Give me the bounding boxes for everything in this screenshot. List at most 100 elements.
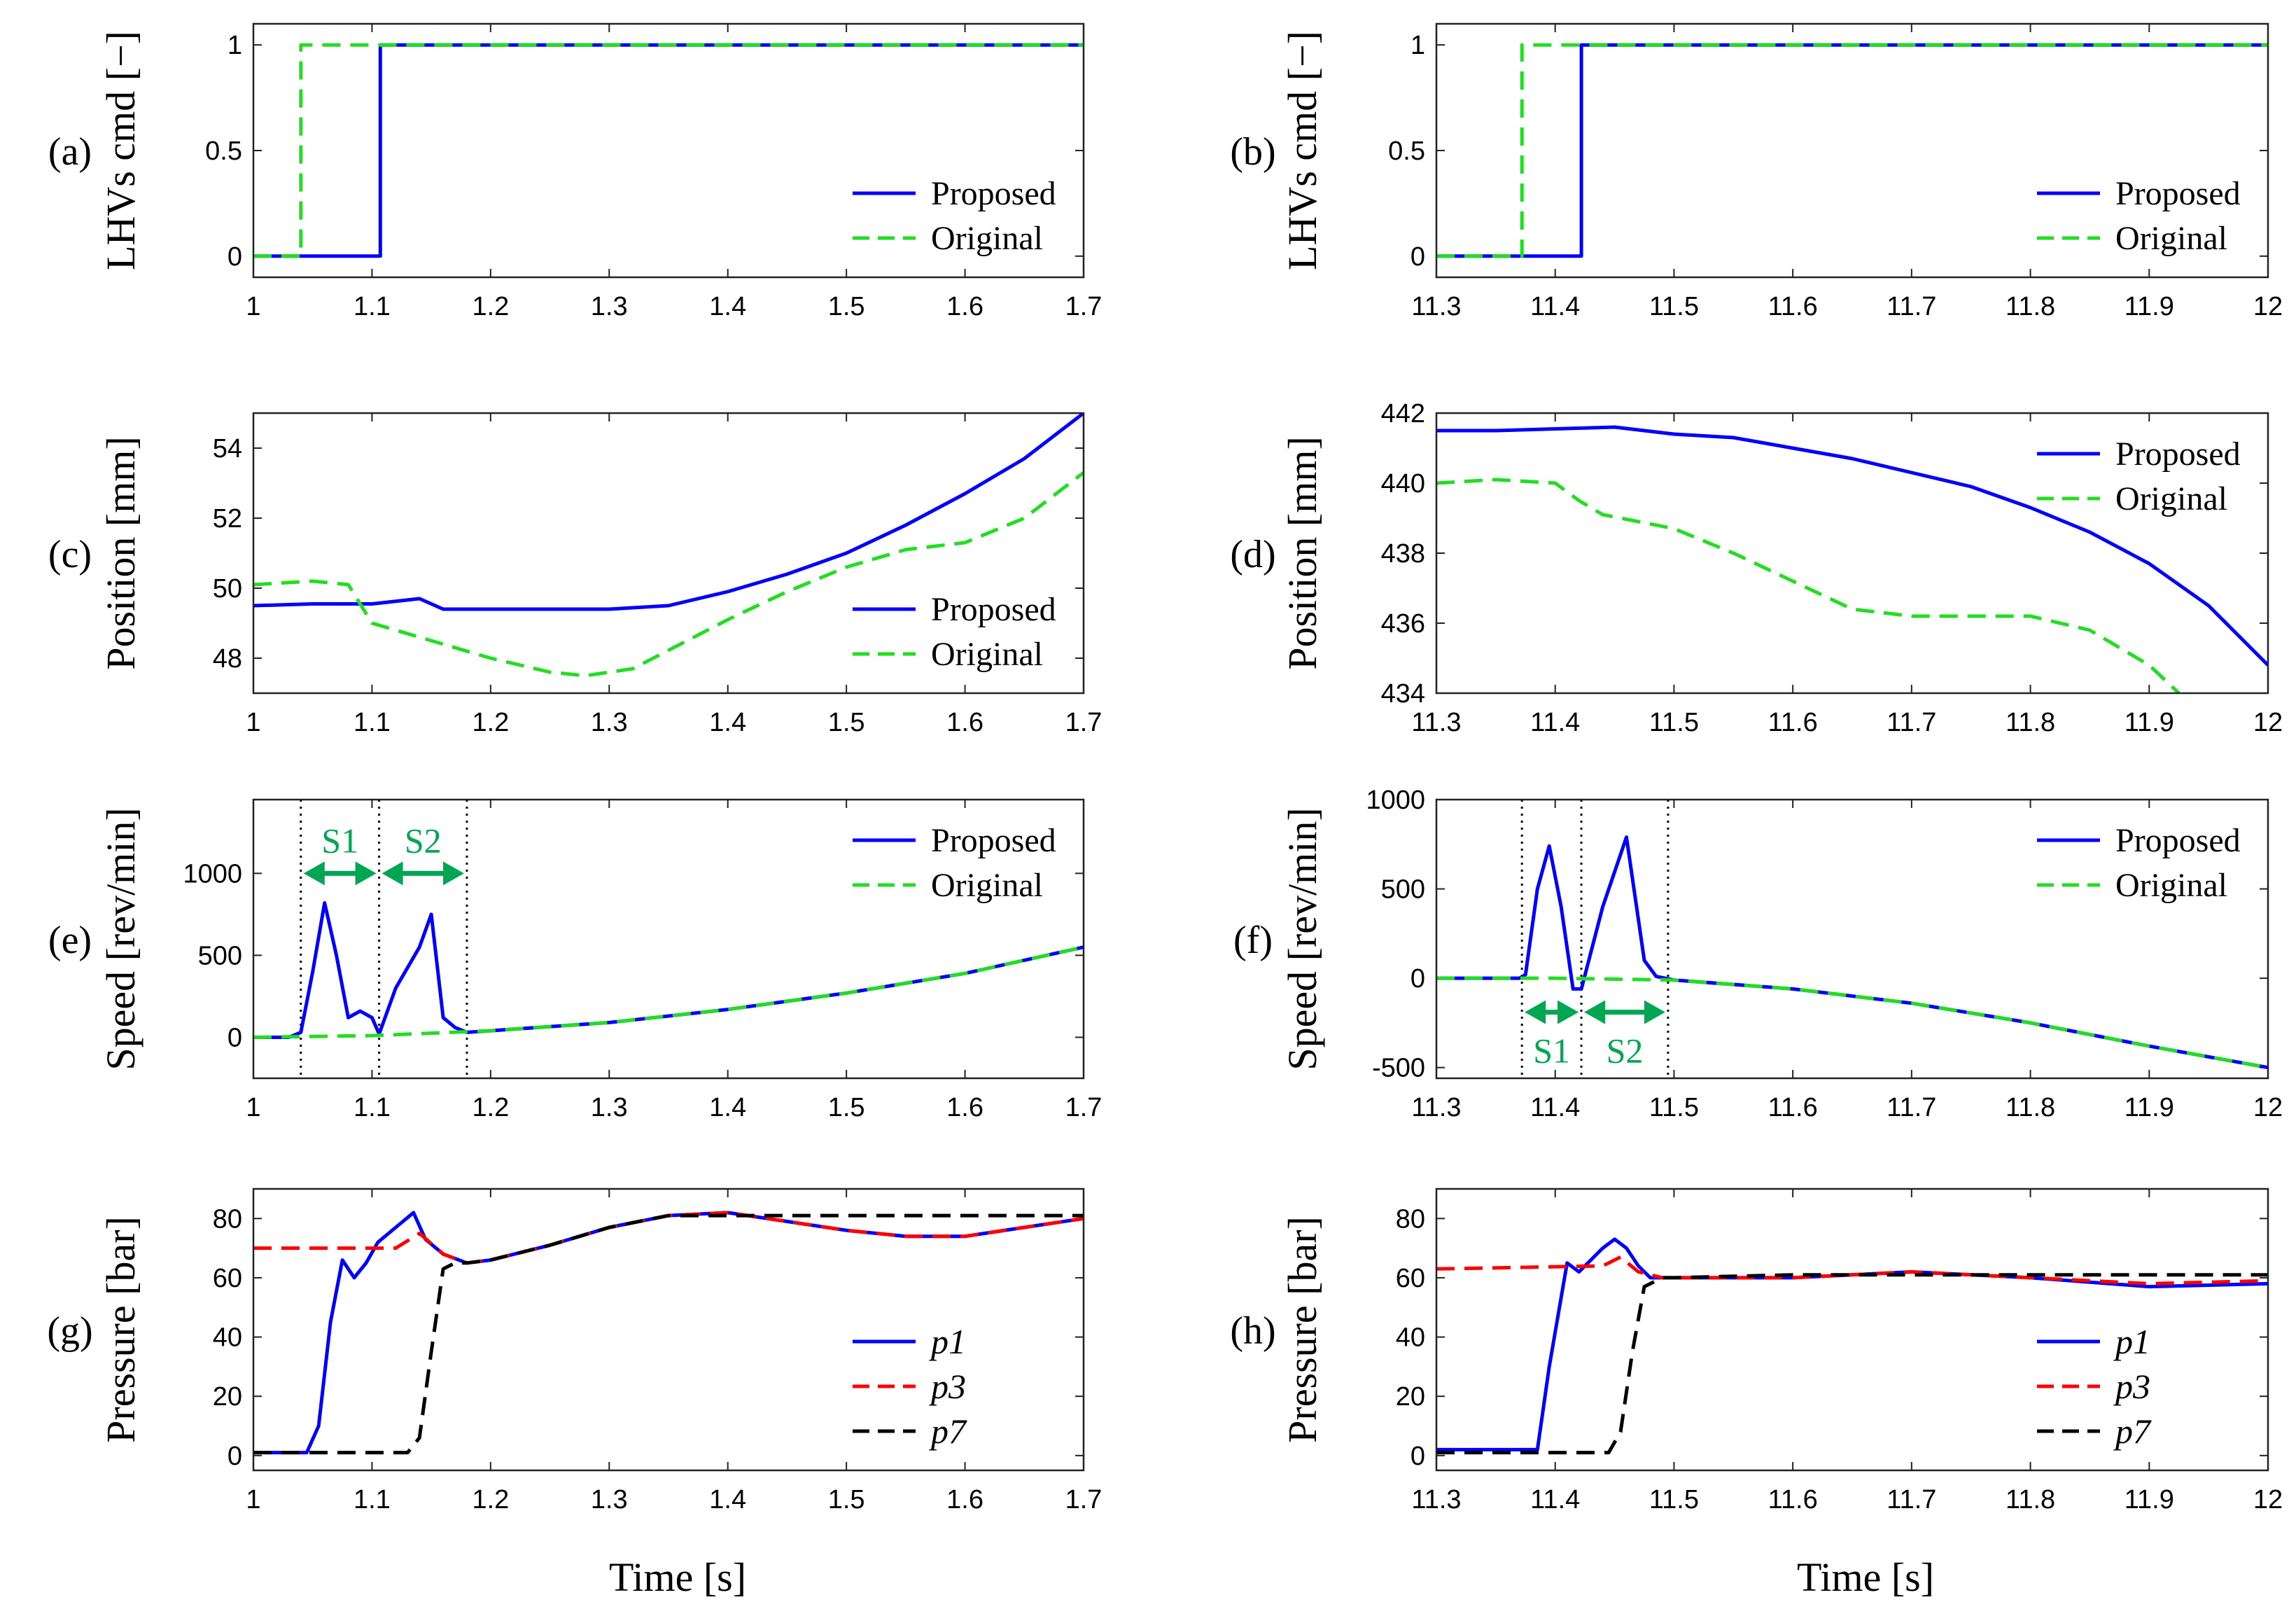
- x-tick-label: 1: [246, 292, 260, 321]
- legend-label: Original: [931, 636, 1043, 673]
- y-tick-label: 80: [213, 1204, 242, 1234]
- y-axis-label: LHVs cmd [−]: [1280, 31, 1325, 270]
- y-tick-label: 80: [1396, 1204, 1425, 1234]
- panel-h: 11.3 11.4 11.5 11.6 11.7 11.8 11.9 12 0 20 40 60 80 p…: [1230, 1187, 2283, 1514]
- y-tick-label: 20: [1396, 1382, 1425, 1412]
- arrow-head-right-icon: [442, 861, 464, 886]
- x-tick-label: 1.2: [472, 708, 509, 737]
- series-line-proposed: [253, 901, 1084, 1039]
- x-tick-label: 11.4: [1530, 1093, 1580, 1122]
- y-tick-label: 442: [1381, 399, 1425, 429]
- y-tick-label: 436: [1381, 609, 1425, 639]
- y-tick-label: 40: [213, 1323, 242, 1353]
- series-group: [1436, 1237, 2268, 1455]
- plot-area: [253, 413, 1084, 693]
- panel-tag: (c): [48, 533, 92, 576]
- panel-g: 1 1.1 1.2 1.3 1.4 1.5 1.6 1.7 0 20 40 60 80 p1 p3 p7 Pre…: [47, 1187, 1102, 1514]
- y-tick-label: 60: [1396, 1264, 1425, 1293]
- legend-label: Original: [931, 220, 1043, 257]
- panel-tag: (e): [48, 919, 92, 962]
- legend-label: Original: [2115, 867, 2227, 904]
- legend-label: Original: [2115, 220, 2227, 257]
- x-tick-label: 11.5: [1649, 1093, 1699, 1122]
- panel-f: 11.3 11.4 11.5 11.6 11.7 11.8 11.9 12 -500 0 500 10…: [1233, 786, 2283, 1122]
- series-group: [253, 1211, 1084, 1455]
- plot-area: [1436, 24, 2268, 277]
- y-tick-label: 54: [213, 434, 242, 464]
- x-tick-label: 1.7: [1065, 292, 1102, 321]
- arrow-head-right-icon: [1644, 1000, 1665, 1024]
- x-tick-label: 11.9: [2124, 1093, 2174, 1122]
- panel-tag: (b): [1230, 130, 1275, 174]
- x-tick-label: 11.8: [2005, 292, 2055, 321]
- x-tick-label: 1.3: [591, 292, 628, 321]
- y-tick-label: 50: [213, 574, 242, 604]
- series-group: [1436, 835, 2268, 1070]
- x-tick-label: 11.9: [2124, 1485, 2174, 1514]
- x-tick-label: 1.1: [354, 708, 391, 737]
- x-tick-label: 1.6: [946, 708, 983, 737]
- y-tick-label: 0: [1410, 1442, 1425, 1471]
- y-tick-label: 440: [1381, 469, 1425, 499]
- x-tick-label: 11.6: [1768, 1485, 1818, 1514]
- y-tick-label: 1: [1410, 31, 1425, 60]
- y-tick-label: 1: [227, 31, 242, 60]
- panel-tag: (g): [47, 1309, 92, 1353]
- legend-label: p1: [929, 1322, 966, 1361]
- x-tick-label: 1.6: [946, 1093, 983, 1122]
- x-tick-label: 1.4: [709, 292, 746, 321]
- series-line-original: [1436, 478, 2180, 693]
- x-tick-label: 1.5: [828, 1093, 865, 1122]
- y-tick-label: 60: [213, 1264, 242, 1293]
- y-tick-label: 0: [227, 1023, 242, 1052]
- x-tick-label: 12: [2253, 1093, 2283, 1122]
- arrow-head-left-icon: [303, 861, 325, 886]
- y-tick-label: 0: [227, 242, 242, 272]
- plot-area: [253, 24, 1084, 277]
- series-line-original: [253, 471, 1084, 678]
- y-axis-label: Pressure [bar]: [98, 1216, 144, 1443]
- x-tick-label: 1.1: [354, 1093, 391, 1122]
- arrow-head-left-icon: [1525, 1000, 1546, 1024]
- x-tick-label: 11.7: [1886, 1485, 1936, 1514]
- x-tick-label: 11.4: [1530, 1485, 1580, 1514]
- x-tick-label: 1.7: [1065, 1093, 1102, 1122]
- x-tick-label: 1.5: [828, 708, 865, 737]
- plot-area: [253, 800, 1084, 1078]
- y-axis-label: Speed [rev/min]: [98, 807, 144, 1070]
- y-axis-label: Pressure [bar]: [1280, 1216, 1325, 1443]
- x-tick-label: 1.4: [709, 1093, 746, 1122]
- legend-label: Proposed: [2115, 436, 2241, 473]
- series-line-p7: [253, 1213, 1084, 1455]
- series-line-proposed: [253, 413, 1084, 611]
- x-tick-label: 11.5: [1649, 708, 1699, 737]
- x-tick-label: 1.3: [591, 1093, 628, 1122]
- arrow-head-left-icon: [1584, 1000, 1606, 1024]
- x-axis-label-right: Time [s]: [1797, 1554, 1934, 1600]
- x-tick-label: 1.6: [946, 292, 983, 321]
- x-tick-label: 1.3: [591, 1485, 628, 1514]
- x-tick-label: 11.7: [1886, 292, 1936, 321]
- series-line-p3: [1436, 1255, 2268, 1286]
- y-tick-label: 40: [1396, 1323, 1425, 1353]
- y-axis-label: Position [mm]: [98, 436, 144, 670]
- x-tick-label: 11.3: [1411, 1485, 1461, 1514]
- series-line-original: [1436, 43, 2268, 258]
- x-tick-label: 1.2: [472, 292, 509, 321]
- panel-d: 11.3 11.4 11.5 11.6 11.7 11.8 11.9 12 434 436 438 4…: [1230, 399, 2283, 737]
- x-tick-label: 11.6: [1768, 1093, 1818, 1122]
- plot-frame: [1435, 22, 2269, 279]
- segment-label-s2: S2: [1606, 1031, 1644, 1071]
- legend-label: p3: [2113, 1367, 2150, 1406]
- legend-label: p7: [929, 1412, 967, 1451]
- y-tick-label: -500: [1372, 1054, 1425, 1083]
- x-tick-label: 11.7: [1886, 708, 1936, 737]
- legend-label: Proposed: [2115, 175, 2241, 212]
- legend-label: Proposed: [931, 822, 1056, 859]
- y-tick-label: 500: [1381, 875, 1425, 905]
- x-tick-label: 1.1: [354, 292, 391, 321]
- plot-frame: [1435, 1187, 2269, 1472]
- x-tick-label: 1.5: [828, 1485, 865, 1514]
- y-tick-label: 1000: [183, 859, 242, 889]
- panel-a: 1 1.1 1.2 1.3 1.4 1.5 1.6 1.7 0 0.5 1 Proposed Origi…: [48, 22, 1102, 321]
